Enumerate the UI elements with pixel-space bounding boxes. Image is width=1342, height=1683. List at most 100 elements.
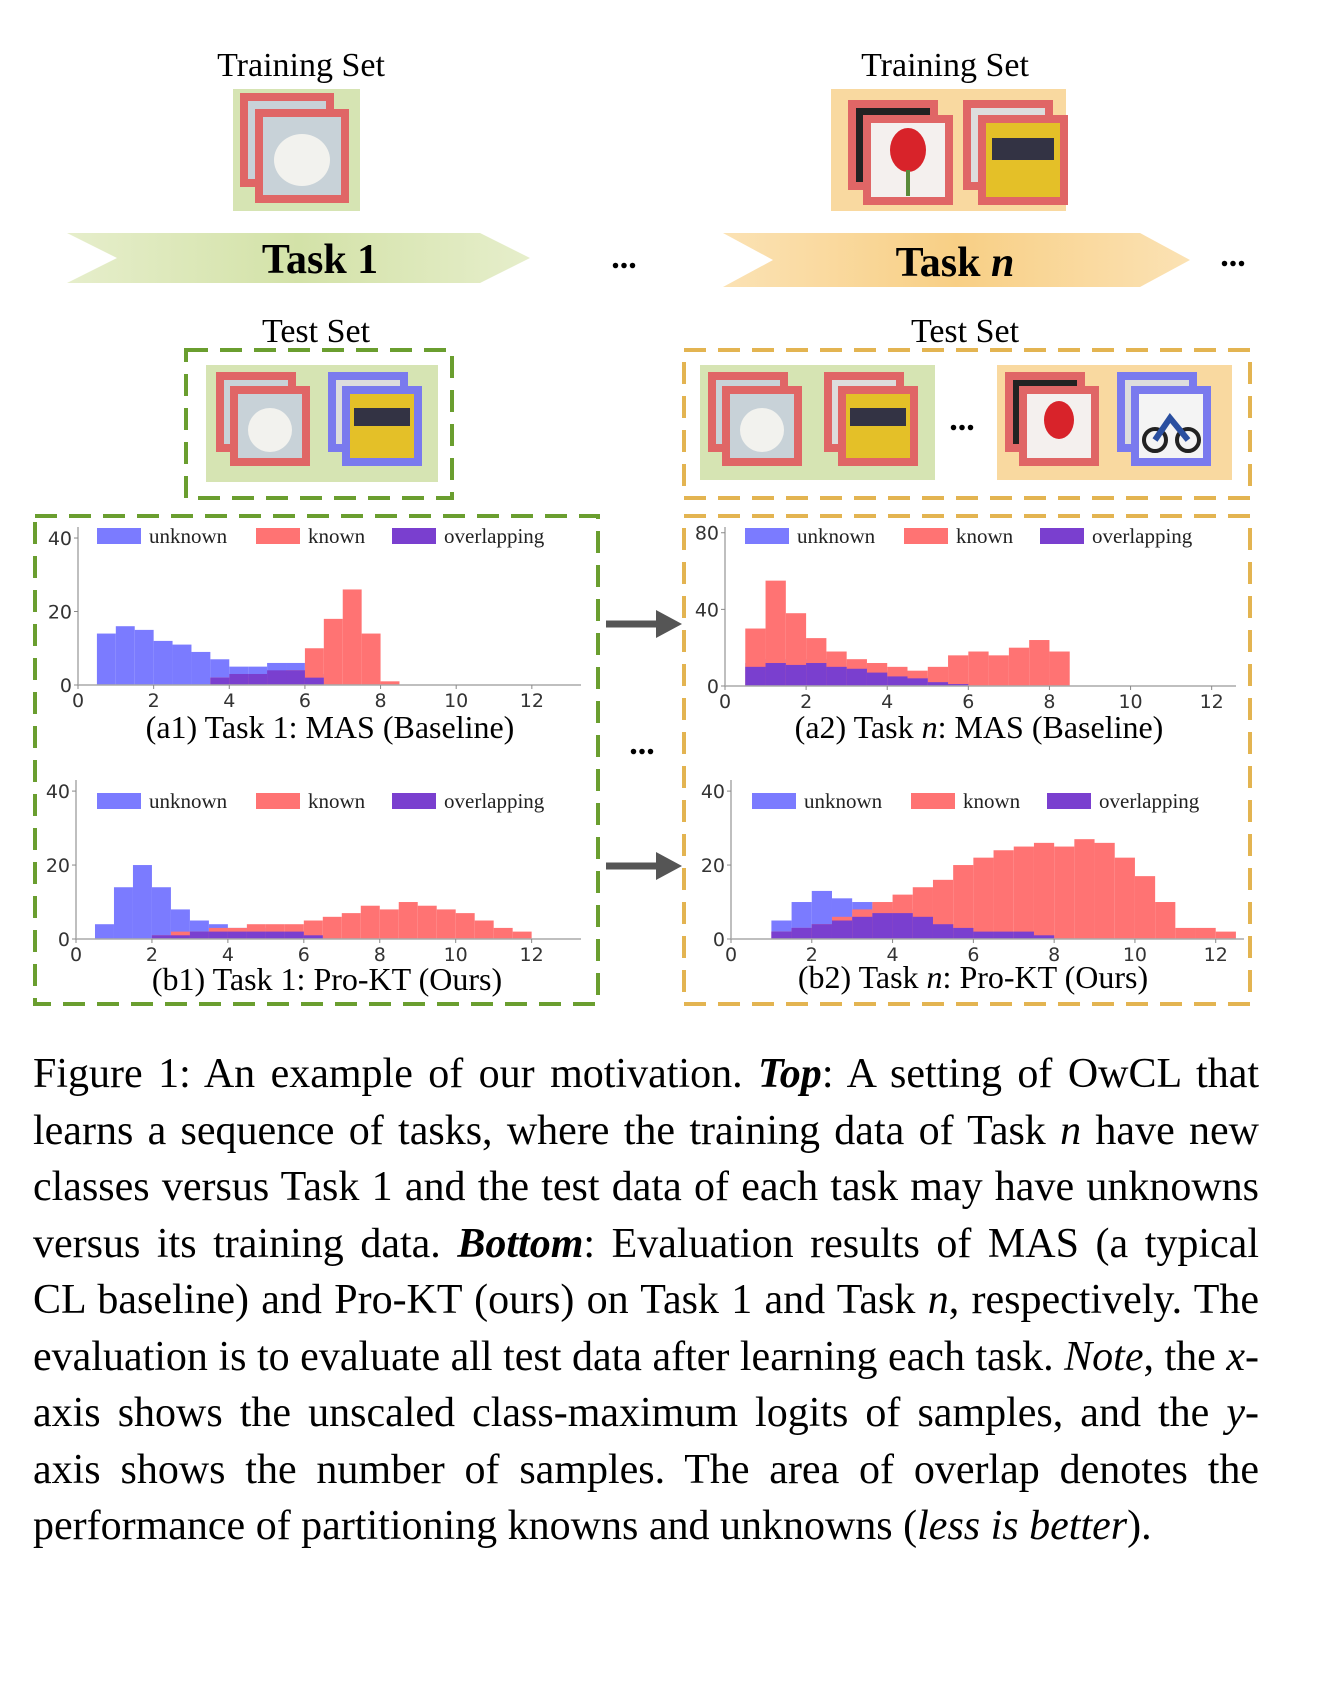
histogram-bar [96, 633, 116, 685]
histogram-bar [153, 640, 173, 685]
histogram-panel: 0 20 40 0 2 4 6 8 10 12 unknown known overlapping (b1… [46, 780, 581, 997]
x-tick-label: 2 [800, 691, 812, 713]
x-tick-label: 12 [520, 690, 544, 712]
histogram-bar [973, 857, 994, 939]
histogram-bar [286, 670, 305, 685]
x-tick-label: 4 [223, 690, 235, 712]
caption-text: Figure 1: An example of our motivation. [33, 1051, 758, 1097]
legend-label: known [308, 789, 366, 813]
x-tick-label: 12 [520, 944, 544, 966]
caption-text: -axis shows the unscaled class-maximum l… [33, 1333, 1259, 1437]
y-tick-label: 20 [46, 855, 70, 877]
histogram-bar [189, 931, 209, 939]
histogram-bar [134, 629, 154, 685]
histogram-bar [417, 905, 437, 939]
task-arrow [67, 233, 530, 283]
panel-title-part: (a2) Task [795, 709, 922, 745]
bus-image [328, 372, 422, 466]
histogram-bar [988, 655, 1009, 686]
histogram-bar [806, 663, 827, 686]
histogram-bar [191, 651, 211, 685]
caption-text: Note [1064, 1333, 1144, 1380]
histogram-bar [846, 668, 867, 686]
histogram-bar [229, 673, 249, 685]
bear-image [708, 372, 802, 466]
histogram-bar [113, 887, 133, 939]
x-tick-label: 8 [1048, 944, 1060, 966]
histogram-bar [1215, 931, 1236, 939]
histogram-bar [831, 920, 853, 939]
histogram-bar [1013, 846, 1034, 939]
histogram-bar [304, 648, 324, 685]
panel-title-part: : MAS (Baseline) [938, 709, 1164, 745]
histogram-bar [303, 920, 323, 939]
histogram-bar [210, 677, 230, 685]
legend-label: unknown [797, 524, 876, 548]
x-tick-label: 8 [1043, 691, 1055, 713]
histogram-bar [912, 916, 933, 939]
histogram-bar [1049, 651, 1070, 686]
histogram-bar [791, 927, 812, 939]
histogram-bar [474, 920, 494, 939]
histogram-bar [248, 673, 268, 685]
tulip-image [848, 100, 953, 205]
panel-title-part: (a1) Task 1: MAS (Baseline) [146, 709, 515, 745]
histogram-bar [304, 677, 324, 685]
task-arrow [723, 233, 1190, 287]
y-tick-label: 40 [46, 781, 70, 803]
caption: Figure 1: An example of our motivation. … [33, 1046, 1259, 1555]
histogram-bar [1074, 839, 1095, 939]
test-set-label: Test Set [911, 313, 1020, 350]
ellipsis: ... [949, 401, 975, 438]
histogram-bar [380, 681, 400, 685]
x-tick-label: 12 [1200, 691, 1224, 713]
histogram-bar [1175, 927, 1196, 939]
x-tick-label: 2 [146, 944, 158, 966]
histogram-bar [303, 935, 323, 939]
histogram-bar [892, 913, 913, 939]
motorbike-image [1117, 372, 1211, 466]
legend-swatch [256, 793, 300, 809]
panel-title: (b2) Task n: Pro-KT (Ours) [798, 959, 1148, 995]
legend-swatch [745, 528, 789, 544]
x-tick-label: 2 [806, 944, 818, 966]
legend-swatch [97, 528, 141, 544]
ellipsis: ... [1220, 237, 1246, 274]
histogram-bar [1114, 857, 1135, 939]
histogram-bar [208, 931, 228, 939]
legend-label: overlapping [1092, 524, 1193, 548]
histogram-bar [1195, 927, 1216, 939]
legend-swatch [97, 793, 141, 809]
histogram-bar [170, 935, 190, 939]
legend-swatch [1047, 793, 1091, 809]
histogram-bar [953, 865, 974, 939]
histogram-bar [170, 909, 190, 939]
caption-text: : Evaluation results of MAS (a typical C… [33, 1220, 1259, 1324]
histogram-bar [132, 865, 152, 939]
histogram-bar [379, 909, 399, 939]
legend-label: unknown [149, 524, 228, 548]
caption-text: x [1226, 1333, 1245, 1380]
histogram-bar [267, 670, 287, 685]
histogram-bar [360, 905, 380, 939]
caption-text: y [1226, 1390, 1245, 1436]
y-tick-label: 40 [48, 528, 72, 550]
histogram-bar [927, 682, 949, 686]
legend-swatch [392, 528, 436, 544]
histogram-bar [973, 931, 994, 939]
panel-box [33, 514, 600, 1006]
histogram-bar [927, 666, 949, 686]
histogram-bar [993, 931, 1014, 939]
histogram-bar [436, 909, 456, 939]
caption-text: Bottom [457, 1220, 584, 1267]
tulip-image [1005, 372, 1099, 466]
panel-box [682, 514, 1252, 1006]
bear-image [240, 93, 349, 203]
caption-text: , respectively. The evaluation is to eva… [33, 1277, 1260, 1380]
legend-swatch [256, 528, 300, 544]
histogram-bar [342, 589, 362, 685]
task-label: Task n [896, 240, 1015, 286]
histogram-panel: 0 20 40 0 2 4 6 8 10 12 unknown known overlapping (b2… [701, 780, 1244, 995]
